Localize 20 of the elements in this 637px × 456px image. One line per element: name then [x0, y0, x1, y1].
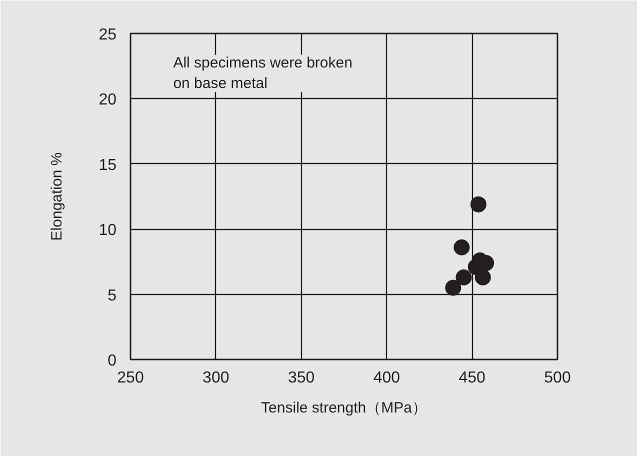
y-tick-label: 10: [98, 222, 117, 240]
point: [474, 269, 491, 286]
y-tick-label: 5: [108, 287, 117, 304]
point: [445, 280, 462, 296]
point: [454, 239, 470, 256]
y-tick-label: 0: [108, 352, 117, 370]
y-axis-title: Elongation %: [48, 152, 66, 241]
x-tick-label: 450: [458, 370, 486, 386]
point: [470, 196, 486, 212]
x-axis-title: Tensile strength（MPa）: [261, 400, 427, 416]
y-tick-label: 25: [98, 26, 117, 44]
y-tick-label: 20: [98, 92, 117, 109]
x-tick-label: 250: [117, 370, 144, 386]
y-tick-label: 15: [98, 156, 117, 174]
x-tick-label: 400: [373, 370, 400, 386]
x-tick-label: 300: [202, 370, 230, 386]
x-tick-label: 350: [288, 370, 315, 386]
point: [456, 269, 472, 286]
x-tick-label: 500: [544, 370, 571, 386]
annotation: All specimens were broken on base metal: [173, 54, 352, 92]
